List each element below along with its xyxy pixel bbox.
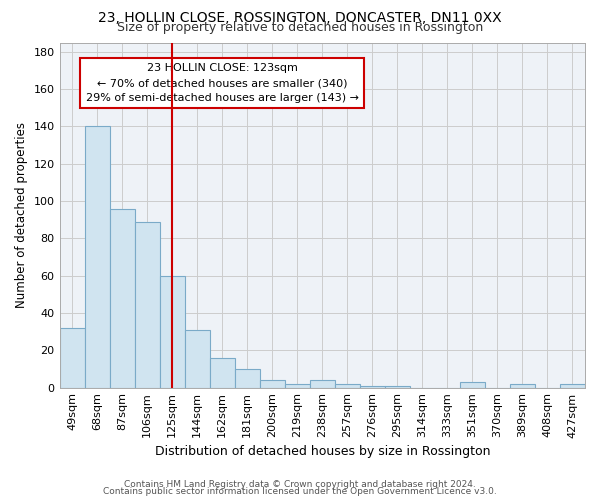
Bar	[360, 386, 385, 388]
Bar	[59, 328, 85, 388]
Bar	[235, 369, 260, 388]
Text: Size of property relative to detached houses in Rossington: Size of property relative to detached ho…	[117, 21, 483, 34]
Bar	[335, 384, 360, 388]
Text: 23, HOLLIN CLOSE, ROSSINGTON, DONCASTER, DN11 0XX: 23, HOLLIN CLOSE, ROSSINGTON, DONCASTER,…	[98, 11, 502, 25]
Bar	[310, 380, 335, 388]
Bar	[285, 384, 310, 388]
Bar	[110, 208, 134, 388]
Bar	[209, 358, 235, 388]
Bar	[260, 380, 285, 388]
Bar	[385, 386, 410, 388]
Bar	[134, 222, 160, 388]
Bar	[560, 384, 585, 388]
Bar	[85, 126, 110, 388]
Bar	[510, 384, 535, 388]
Y-axis label: Number of detached properties: Number of detached properties	[15, 122, 28, 308]
Bar	[185, 330, 209, 388]
Text: Contains public sector information licensed under the Open Government Licence v3: Contains public sector information licen…	[103, 487, 497, 496]
Text: 23 HOLLIN CLOSE: 123sqm
← 70% of detached houses are smaller (340)
29% of semi-d: 23 HOLLIN CLOSE: 123sqm ← 70% of detache…	[86, 63, 359, 103]
Bar	[460, 382, 485, 388]
Bar	[160, 276, 185, 388]
X-axis label: Distribution of detached houses by size in Rossington: Distribution of detached houses by size …	[155, 444, 490, 458]
Text: Contains HM Land Registry data © Crown copyright and database right 2024.: Contains HM Land Registry data © Crown c…	[124, 480, 476, 489]
